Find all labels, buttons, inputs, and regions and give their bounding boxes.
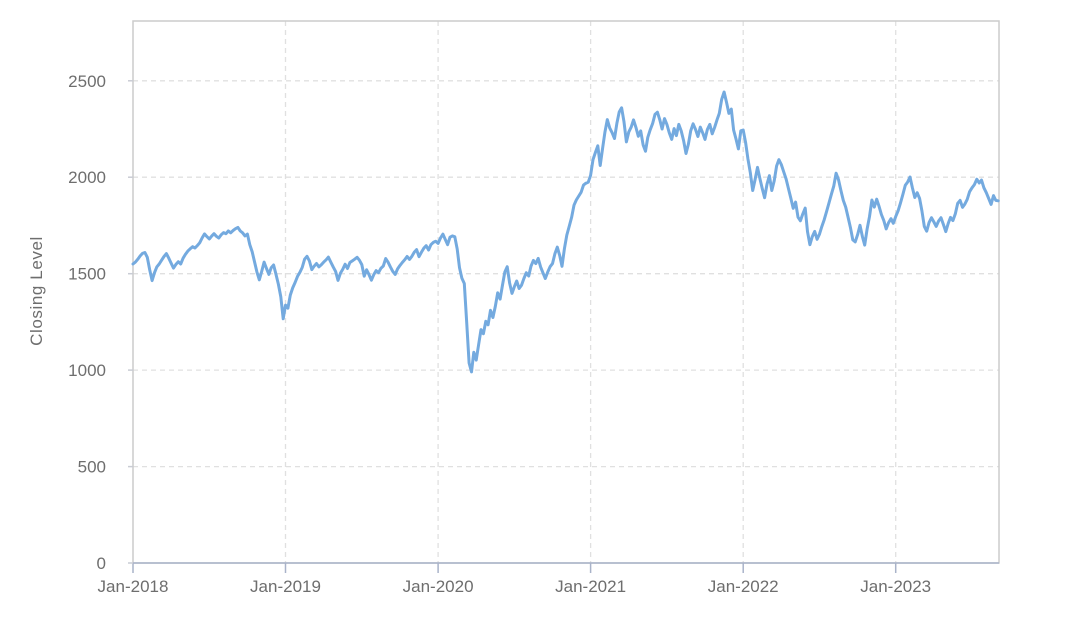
grid-layer (133, 21, 999, 563)
x-tick-label: Jan-2021 (555, 577, 626, 596)
y-tick-label: 2000 (68, 168, 106, 187)
label-layer: 0 500 1000 1500 2000 2500 Jan-2018 Jan-2019 Jan-… (68, 72, 931, 596)
y-tick-label: 2500 (68, 72, 106, 91)
plot-border (132, 20, 1000, 564)
x-tick-label: Jan-2022 (708, 577, 779, 596)
x-tick-label: Jan-2023 (860, 577, 931, 596)
closing-level-series-line[interactable] (131, 90, 1000, 374)
y-axis-title: Closing Level (27, 236, 46, 346)
y-tick-label: 1000 (68, 361, 106, 380)
axis-layer (128, 20, 1000, 573)
series-layer (131, 90, 1000, 374)
x-tick-label: Jan-2020 (403, 577, 474, 596)
y-tick-label: 1500 (68, 265, 106, 284)
y-tick-label: 0 (97, 554, 106, 573)
x-tick-label: Jan-2018 (98, 577, 169, 596)
x-tick-label: Jan-2019 (250, 577, 321, 596)
y-tick-label: 500 (78, 458, 106, 477)
